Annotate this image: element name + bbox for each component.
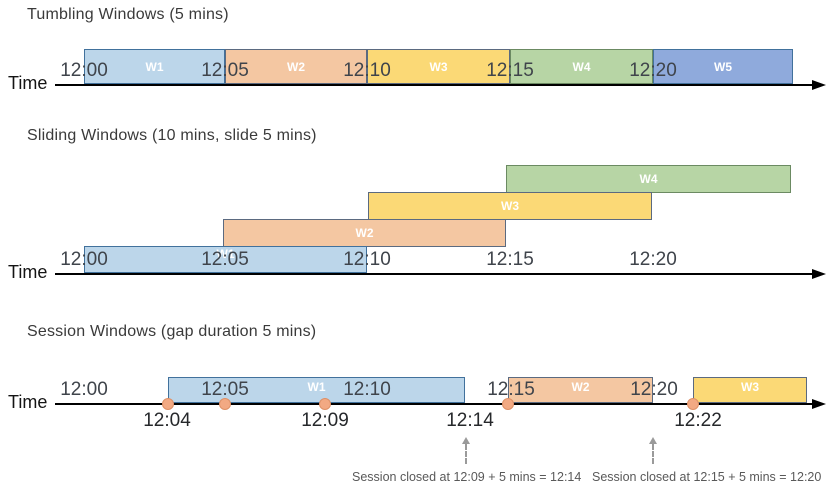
axis-time-label: Time bbox=[8, 262, 48, 282]
event-dot bbox=[219, 398, 231, 410]
window-label: W3 bbox=[429, 59, 448, 74]
event-dot bbox=[502, 398, 514, 410]
event-time-label: 12:14 bbox=[446, 410, 494, 431]
timeline-axis bbox=[55, 84, 813, 86]
sliding-window-w1: W1 bbox=[84, 246, 367, 273]
tick-label: 12:15 bbox=[486, 60, 534, 81]
event-dot bbox=[162, 398, 174, 410]
axis-time-label: Time bbox=[8, 73, 48, 93]
timeline-arrowhead-icon bbox=[812, 399, 826, 409]
tumbling-window-w5: W5 bbox=[653, 49, 793, 84]
diagram-title-sliding: Sliding Windows (10 mins, slide 5 mins) bbox=[27, 127, 317, 144]
tick-label: 12:20 bbox=[630, 379, 678, 400]
window-label: W1 bbox=[216, 247, 235, 261]
tick-label: 12:15 bbox=[487, 379, 535, 400]
tumbling-window-w4: W4 bbox=[510, 49, 653, 84]
tumbling-window-w2: W2 bbox=[225, 49, 367, 84]
tick-label: 12:05 bbox=[201, 379, 249, 400]
session-window-w2: W2 bbox=[508, 377, 653, 403]
sliding-window-w4: W4 bbox=[506, 165, 791, 193]
window-label: W4 bbox=[639, 172, 658, 186]
tick-label: 12:10 bbox=[343, 379, 391, 400]
tumbling-window-w1: W1 bbox=[84, 49, 225, 84]
tick-label: 12:05 bbox=[201, 60, 249, 81]
tick-label: 12:00 bbox=[60, 249, 108, 270]
window-label: W2 bbox=[287, 59, 305, 74]
window-label: W3 bbox=[741, 380, 759, 394]
event-dot bbox=[319, 398, 331, 410]
window-label: W4 bbox=[572, 59, 591, 74]
tick-label: 12:00 bbox=[60, 60, 108, 81]
tick-label: 12:10 bbox=[343, 249, 391, 270]
window-label: W2 bbox=[355, 226, 374, 240]
event-dot bbox=[687, 398, 699, 410]
window-label: W3 bbox=[501, 199, 519, 213]
timeline-axis bbox=[55, 403, 813, 405]
event-time-label: 12:09 bbox=[301, 410, 349, 431]
session-window-w1: W1 bbox=[168, 377, 465, 403]
tick-label: 12:15 bbox=[486, 249, 534, 270]
window-label: W1 bbox=[145, 59, 164, 74]
tick-label: 12:05 bbox=[201, 249, 249, 270]
session-window-w3: W3 bbox=[693, 377, 807, 403]
timeline-axis bbox=[55, 273, 813, 275]
timeline-arrowhead-icon bbox=[812, 80, 826, 90]
event-time-label: 12:22 bbox=[674, 410, 722, 431]
window-label: W2 bbox=[571, 380, 590, 394]
sliding-window-w2: W2 bbox=[223, 219, 506, 247]
diagram-title-tumbling: Tumbling Windows (5 mins) bbox=[27, 6, 229, 23]
window-label: W5 bbox=[714, 59, 732, 74]
session-close-annotation-1: Session closed at 12:09 + 5 mins = 12:14 bbox=[352, 470, 582, 484]
sliding-window-w3: W3 bbox=[368, 192, 652, 220]
event-time-label: 12:04 bbox=[143, 410, 191, 431]
tumbling-window-w3: W3 bbox=[367, 49, 510, 84]
window-label: W1 bbox=[307, 380, 326, 394]
session-close-arrow-icon bbox=[462, 437, 470, 464]
tick-label: 12:20 bbox=[629, 249, 677, 270]
session-close-annotation-2: Session closed at 12:15 + 5 mins = 12:20 bbox=[592, 470, 822, 484]
axis-time-label: Time bbox=[8, 392, 48, 412]
tick-label: 12:10 bbox=[343, 60, 391, 81]
tick-label: 12:00 bbox=[60, 379, 108, 400]
timeline-arrowhead-icon bbox=[812, 269, 826, 279]
diagram-title-session: Session Windows (gap duration 5 mins) bbox=[27, 323, 317, 340]
session-close-arrow-icon bbox=[649, 437, 657, 464]
tick-label: 12:20 bbox=[629, 60, 677, 81]
